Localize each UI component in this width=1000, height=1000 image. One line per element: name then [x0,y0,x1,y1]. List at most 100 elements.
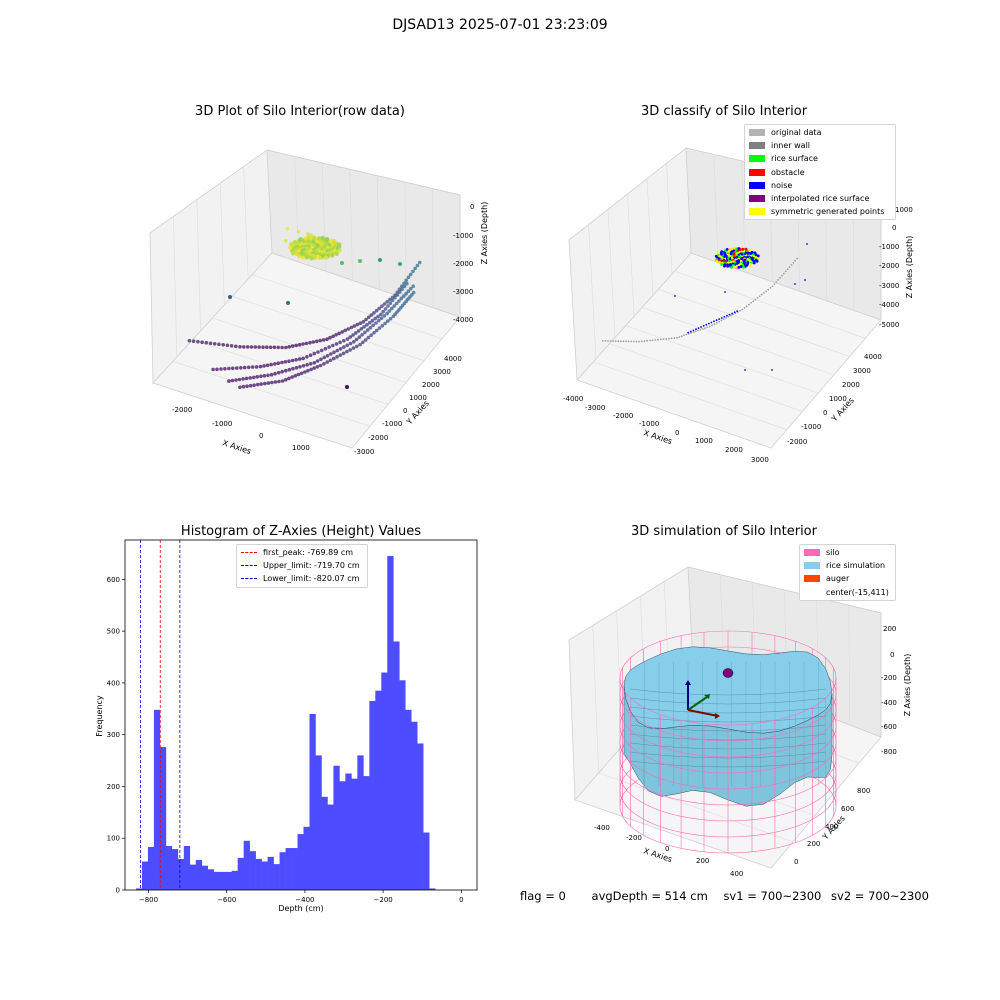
data-point [739,309,741,312]
grid-line [243,166,249,280]
legend-label: Upper_limit: -719.70 cm [263,561,360,571]
data-point [276,345,280,350]
data-point [372,331,376,335]
histogram-bar [285,848,292,890]
data-point [315,365,320,369]
data-point [337,248,342,253]
data-point [259,374,263,379]
data-point [729,314,732,317]
data-point [368,325,373,330]
histogram-bar [351,778,358,890]
data-point [718,318,721,320]
x-axis-label: X Axies [642,428,673,446]
data-point [312,351,317,356]
data-point [320,235,325,240]
data-point [680,335,683,338]
data-point [230,378,235,383]
data-point [262,364,266,368]
data-point [304,341,309,346]
data-point [229,344,234,348]
z-axis-label: Z Axies (Depth) [905,236,914,299]
reference-lines [140,540,181,890]
data-point [784,270,787,273]
legend-swatch [804,549,820,557]
legend-item: rice surface [745,152,895,165]
grid-line [625,325,819,394]
histogram-bar [201,865,209,890]
grid-line [252,274,443,340]
data-point [609,340,612,342]
data-point [273,362,277,366]
data-point [287,367,292,372]
z-tick: -3000 [879,282,899,290]
grid-line [192,339,389,405]
data-point [276,370,281,375]
data-point [383,307,388,311]
data-point [365,323,369,327]
data-point [625,340,627,343]
data-point [750,302,752,304]
data-point [296,230,301,234]
data-point [287,359,291,363]
data-point [305,363,309,367]
x-tick-label: −600 [217,896,236,904]
data-point [321,338,326,342]
data-point [601,340,604,342]
z-tick: -1000 [879,243,899,251]
z-tick: -400 [881,699,897,707]
data-point [754,298,757,301]
data-point [316,236,322,241]
data-point [366,315,371,320]
y-tick-label: 300 [107,731,120,739]
data-point [373,316,377,321]
data-point [385,311,389,316]
data-point [739,265,743,268]
data-point [714,254,718,258]
data-point [708,325,711,328]
legend-label: inner wall [771,141,811,151]
data-point [411,290,416,295]
data-point [651,339,654,342]
legend-item: first_peak: -769.89 cm [237,546,367,559]
data-point [360,333,364,337]
legend-label: silo [826,548,840,558]
data-point [607,340,609,342]
z-tick: 0 [892,224,896,232]
data-point [722,318,725,321]
rice-mesh-line [629,697,827,705]
grid-line [172,361,371,427]
z-tick: 1000 [895,206,913,214]
data-point [301,342,305,346]
data-point [733,265,736,269]
data-point [408,272,413,277]
data-point [297,253,302,259]
x-tick: -2000 [172,406,192,414]
data-point [327,345,331,349]
data-point [401,294,406,298]
data-point [269,362,273,367]
data-point [335,348,340,353]
data-point [285,226,290,231]
legend-item: Lower_limit: -820.07 cm [237,572,367,585]
data-point [265,363,270,368]
legend-swatch [749,155,765,163]
data-point [306,232,310,236]
data-point [358,321,363,325]
data-point [417,260,422,265]
data-point [415,263,420,268]
data-point [323,346,328,351]
data-point [398,290,402,294]
data-point [728,313,731,316]
rice-surface-top [623,646,833,734]
y-tick-label: 500 [107,628,120,636]
data-point [328,358,333,363]
data-point [733,311,736,314]
data-point [753,251,757,255]
data-point [238,385,242,390]
data-point [309,233,313,237]
data-point [745,305,748,308]
data-point [752,300,755,303]
data-point [234,344,238,349]
data-point [773,283,776,285]
data-point [345,337,350,341]
